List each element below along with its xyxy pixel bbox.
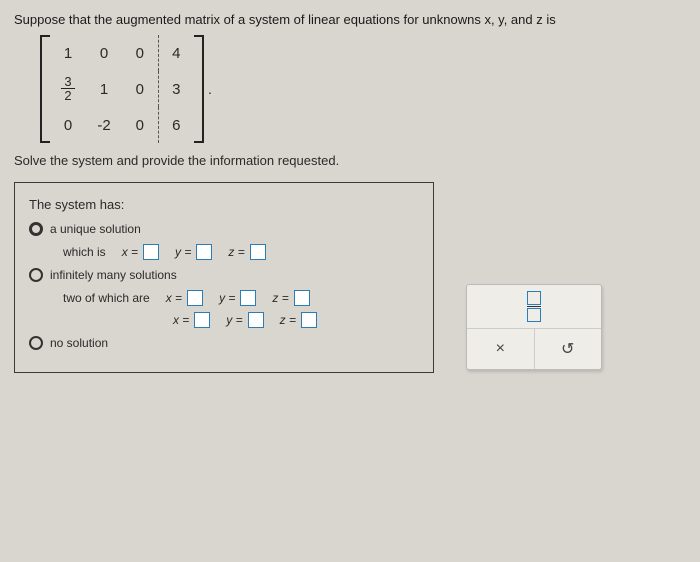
- two-of-label: two of which are: [63, 291, 150, 305]
- z-eq: z =: [280, 312, 317, 328]
- x-input[interactable]: [187, 290, 203, 306]
- label: z =: [228, 245, 244, 259]
- label: x =: [122, 245, 138, 259]
- label: y =: [219, 291, 235, 305]
- cell: 0: [86, 35, 122, 71]
- period: .: [208, 81, 212, 97]
- cell: 0: [122, 35, 158, 71]
- cell: 0: [50, 107, 86, 143]
- y-eq: y =: [219, 290, 256, 306]
- y-eq: y =: [226, 312, 263, 328]
- radio-icon: [29, 222, 43, 236]
- label: y =: [226, 313, 242, 327]
- option-label: infinitely many solutions: [50, 268, 177, 282]
- augmented-matrix: 1 0 0 4 32 1 0 3 0 -2 0 6 .: [40, 35, 686, 143]
- fraction-tool[interactable]: [467, 285, 601, 329]
- z-input[interactable]: [250, 244, 266, 260]
- cell: 4: [158, 35, 194, 71]
- cell: -2: [86, 107, 122, 143]
- cell: 0: [122, 71, 158, 107]
- x-eq: x =: [173, 312, 210, 328]
- z-eq: z =: [228, 244, 265, 260]
- cell: 32: [50, 71, 86, 107]
- bracket-left: [40, 35, 50, 143]
- z-input[interactable]: [294, 290, 310, 306]
- option-label: no solution: [50, 336, 108, 350]
- fraction-icon: [527, 291, 541, 322]
- label: y =: [175, 245, 191, 259]
- option-unique[interactable]: a unique solution: [29, 222, 419, 236]
- y-input[interactable]: [240, 290, 256, 306]
- inf-inputs-2: two of which are x = y = z =: [63, 312, 419, 328]
- matrix-table: 1 0 0 4 32 1 0 3 0 -2 0 6: [50, 35, 194, 143]
- x-eq: x =: [166, 290, 203, 306]
- z-eq: z =: [272, 290, 309, 306]
- cell: 1: [50, 35, 86, 71]
- y-input[interactable]: [196, 244, 212, 260]
- which-is-label: which is: [63, 245, 106, 259]
- cell: 6: [158, 107, 194, 143]
- question-text: Suppose that the augmented matrix of a s…: [14, 12, 686, 27]
- y-eq: y =: [175, 244, 212, 260]
- unique-inputs: which is x = y = z =: [63, 244, 419, 260]
- x-eq: x =: [122, 244, 159, 260]
- inf-inputs-1: two of which are x = y = z =: [63, 290, 419, 306]
- radio-icon: [29, 268, 43, 282]
- cell: 1: [86, 71, 122, 107]
- x-input[interactable]: [143, 244, 159, 260]
- label: z =: [272, 291, 288, 305]
- label: z =: [280, 313, 296, 327]
- radio-icon: [29, 336, 43, 350]
- instruction-text: Solve the system and provide the informa…: [14, 153, 686, 168]
- panel-title: The system has:: [29, 197, 419, 212]
- option-infinite[interactable]: infinitely many solutions: [29, 268, 419, 282]
- z-input[interactable]: [301, 312, 317, 328]
- reset-button[interactable]: ↺: [535, 329, 602, 369]
- cell: 3: [158, 71, 194, 107]
- x-input[interactable]: [194, 312, 210, 328]
- answer-panel: The system has: a unique solution which …: [14, 182, 434, 373]
- close-button[interactable]: ×: [467, 329, 535, 369]
- option-none[interactable]: no solution: [29, 336, 419, 350]
- option-label: a unique solution: [50, 222, 141, 236]
- label: x =: [166, 291, 182, 305]
- y-input[interactable]: [248, 312, 264, 328]
- bracket-right: [194, 35, 204, 143]
- toolbox: × ↺: [466, 284, 602, 370]
- label: x =: [173, 313, 189, 327]
- cell: 0: [122, 107, 158, 143]
